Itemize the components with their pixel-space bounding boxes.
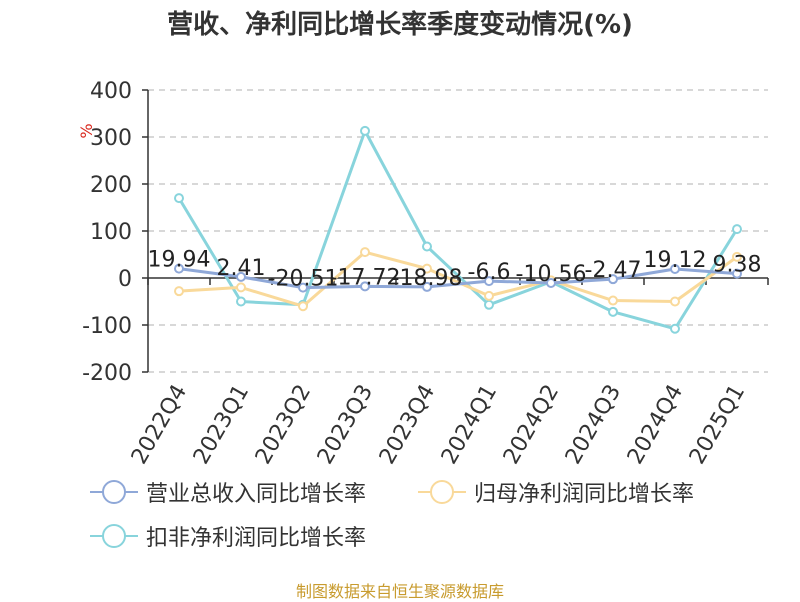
data-point	[732, 224, 742, 235]
data-label: -20.51	[268, 267, 339, 292]
legend-marker-deducted-net-profit	[90, 523, 138, 549]
y-axis-label: %	[77, 123, 96, 138]
y-tick-label: -100	[82, 314, 132, 339]
data-point	[422, 281, 432, 292]
data-point	[236, 271, 246, 282]
legend-marker-net-profit	[418, 479, 466, 505]
x-tick-label: 2024Q1	[437, 381, 502, 469]
series-line-0	[178, 267, 738, 290]
data-point	[670, 264, 680, 275]
data-point	[608, 274, 618, 285]
data-point	[732, 268, 742, 279]
data-label: -6.6	[468, 260, 511, 285]
y-tick-label: -200	[82, 361, 132, 386]
series-lines	[174, 125, 742, 334]
data-label: -18.98	[392, 266, 463, 291]
y-tick-label: 200	[90, 173, 132, 198]
x-tick-label: 2023Q4	[375, 381, 440, 469]
source-note: 制图数据来自恒生聚源数据库	[295, 582, 504, 601]
legend-item-revenue[interactable]: 营业总收入同比增长率	[90, 474, 366, 510]
data-point	[174, 193, 184, 204]
data-label: -10.56	[516, 262, 587, 287]
legend-label-revenue: 营业总收入同比增长率	[146, 482, 367, 507]
data-point	[360, 247, 370, 258]
data-point	[174, 286, 184, 297]
data-point	[422, 241, 432, 252]
data-point	[298, 282, 308, 293]
data-point	[608, 306, 618, 317]
data-label: 9.38	[713, 253, 762, 278]
legend-marker-revenue	[90, 479, 138, 505]
data-point	[670, 296, 680, 307]
x-tick-label: 2025Q1	[685, 381, 750, 469]
x-tick-label: 2024Q3	[561, 381, 626, 469]
data-point	[236, 282, 246, 293]
data-point	[298, 301, 308, 312]
data-label: 19.94	[148, 248, 211, 273]
legend-item-net-profit[interactable]: 归母净利润同比增长率	[418, 474, 694, 510]
data-point	[360, 125, 370, 136]
series-line-1	[178, 250, 738, 308]
x-tick-label: 2023Q3	[313, 381, 378, 469]
legend-item-deducted-net-profit[interactable]: 扣非净利润同比增长率	[90, 518, 366, 554]
data-labels: 19.94 2.41 -20.51-17.72-18.98 -6.6 -10.56-2.…	[148, 248, 762, 292]
x-tick-label: 2024Q4	[623, 381, 688, 469]
data-point	[670, 323, 680, 334]
x-tick-label: 2023Q2	[251, 381, 316, 469]
series-line-2	[177, 129, 739, 331]
data-point	[174, 263, 184, 274]
data-point	[236, 296, 246, 307]
y-tick-label: 0	[118, 267, 132, 292]
x-tick-label: 2024Q2	[499, 381, 564, 469]
data-label: 19.12	[644, 248, 707, 273]
data-point	[484, 299, 494, 310]
data-point	[732, 251, 742, 262]
data-label: -2.47	[585, 258, 642, 283]
data-point	[360, 281, 370, 292]
chart-title: 营收、净利同比增长率季度变动情况(%)	[167, 10, 633, 40]
grid-lines	[148, 89, 768, 373]
y-tick-label: 100	[90, 220, 132, 245]
y-tick-label: 400	[90, 79, 132, 104]
legend-label-deducted-net-profit: 扣非净利润同比增长率	[146, 526, 367, 551]
x-tick-label: 2023Q1	[189, 381, 254, 469]
data-point	[546, 277, 556, 288]
data-point	[608, 295, 618, 306]
x-tick-label: 2022Q4	[127, 381, 192, 469]
data-point	[484, 290, 494, 301]
data-point	[484, 276, 494, 287]
legend-label-net-profit: 归母净利润同比增长率	[474, 482, 695, 507]
data-label: -17.72	[330, 265, 401, 290]
data-label: 2.41	[217, 256, 266, 281]
data-point	[422, 263, 432, 274]
y-tick-label: 300	[90, 126, 132, 151]
